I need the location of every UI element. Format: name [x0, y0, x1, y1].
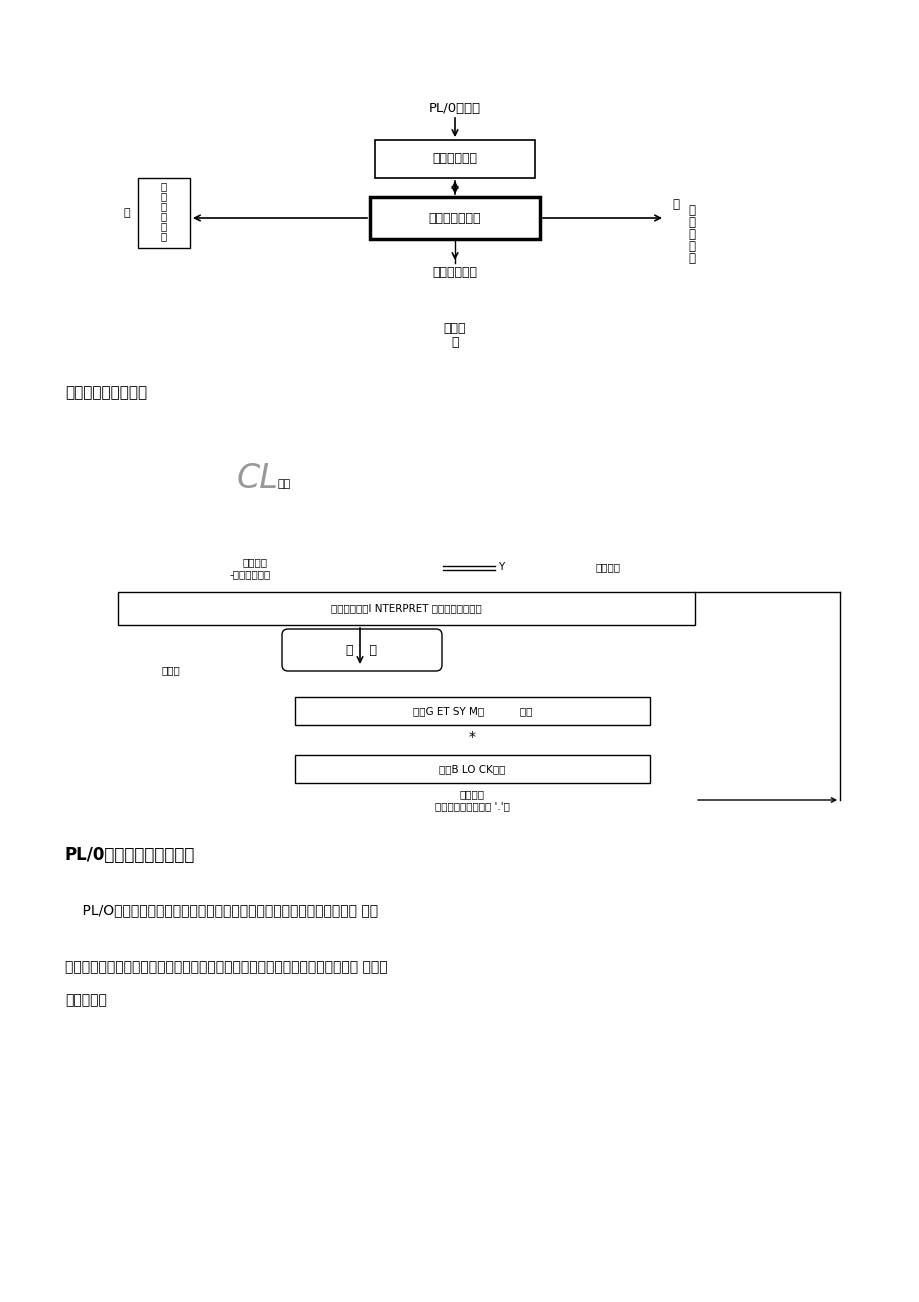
Bar: [295, 697, 650, 725]
Text: 启动: 启动: [278, 479, 291, 490]
Text: 置初値: 置初値: [162, 665, 180, 674]
Text: 代码生成程序: 代码生成程序: [432, 266, 477, 279]
Bar: [138, 178, 190, 247]
Text: 程: 程: [687, 251, 694, 264]
Text: 结    束: 结 束: [346, 643, 377, 656]
Text: 出: 出: [687, 203, 694, 216]
Text: 表: 表: [161, 191, 167, 201]
Text: 符: 符: [123, 208, 130, 217]
Text: 源程序中: 源程序中: [243, 557, 267, 566]
Bar: [295, 755, 650, 783]
Text: 语法语义分析程: 语法语义分析程: [428, 211, 481, 224]
Text: 符: 符: [161, 201, 167, 211]
Text: 理: 理: [687, 240, 694, 253]
FancyBboxPatch shape: [282, 629, 441, 671]
Text: 调用B LO CK过程: 调用B LO CK过程: [439, 764, 505, 773]
Text: PL/0编译程序的语法分析: PL/0编译程序的语法分析: [65, 846, 195, 865]
Text: 表: 表: [161, 230, 167, 241]
Text: 学员努力学习掌握实现技术和方法。现分别说明语法分析实现的主要思想方法和 语义分: 学员努力学习掌握实现技术和方法。现分别说明语法分析实现的主要思想方法和 语义分: [65, 960, 387, 974]
Text: 表: 表: [161, 221, 167, 230]
Text: 是否为源程序结束符 '.'？: 是否为源程序结束符 '.'？: [435, 801, 509, 811]
Text: PL/0源程序: PL/0源程序: [428, 102, 481, 115]
Text: -是否有错误？: -是否有错误？: [229, 569, 270, 579]
Text: 处: 处: [687, 228, 694, 241]
Bar: [118, 592, 694, 625]
Text: 图: 图: [161, 181, 167, 191]
Bar: [369, 197, 539, 240]
Text: CL: CL: [237, 461, 278, 495]
Text: 调用解释过程I NTERPRET 解释执行目标程序: 调用解释过程I NTERPRET 解释执行目标程序: [331, 604, 482, 613]
Text: 序: 序: [671, 198, 678, 211]
Text: 序: 序: [450, 336, 459, 349]
Text: 词法分析程序: 词法分析程序: [432, 152, 477, 165]
Text: PL/O编译程序语法、语义分析是整个编译程序设计与实现的核心部分， 要求: PL/O编译程序语法、语义分析是整个编译程序设计与实现的核心部分， 要求: [65, 904, 378, 917]
Text: 调用G ET SY M取           单词: 调用G ET SY M取 单词: [413, 706, 531, 716]
Text: 错: 错: [687, 216, 694, 228]
Bar: [375, 141, 535, 178]
Text: Y: Y: [497, 562, 504, 572]
Text: 析的实现。: 析的实现。: [65, 993, 107, 1006]
Text: 目标程: 目标程: [443, 322, 466, 335]
Text: 打印错误: 打印错误: [595, 562, 619, 572]
Text: 号: 号: [161, 211, 167, 221]
Text: 编译程序总体流程图: 编译程序总体流程图: [65, 385, 147, 401]
Text: *: *: [469, 730, 475, 743]
Text: 当前单词: 当前单词: [460, 789, 484, 799]
